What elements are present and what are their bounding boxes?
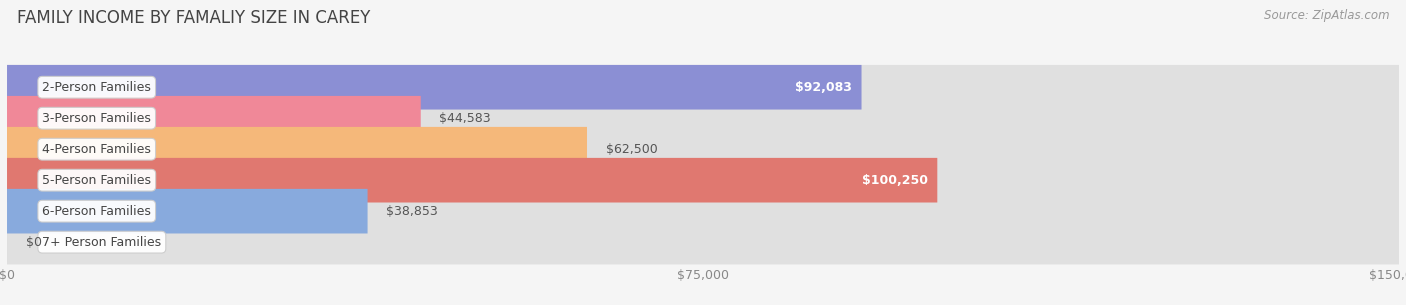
Text: 6-Person Families: 6-Person Families [42,205,152,218]
Text: 3-Person Families: 3-Person Families [42,112,152,125]
Text: $62,500: $62,500 [606,143,658,156]
FancyBboxPatch shape [7,127,1399,171]
Text: $38,853: $38,853 [387,205,437,218]
FancyBboxPatch shape [7,65,862,109]
Text: FAMILY INCOME BY FAMALIY SIZE IN CAREY: FAMILY INCOME BY FAMALIY SIZE IN CAREY [17,9,370,27]
Text: $0: $0 [25,236,42,249]
Text: 4-Person Families: 4-Person Families [42,143,152,156]
Text: $92,083: $92,083 [796,81,852,94]
Text: 2-Person Families: 2-Person Families [42,81,152,94]
FancyBboxPatch shape [7,96,420,141]
Text: $100,250: $100,250 [862,174,928,187]
FancyBboxPatch shape [7,158,1399,203]
FancyBboxPatch shape [7,158,938,203]
FancyBboxPatch shape [7,96,1399,141]
Text: $44,583: $44,583 [439,112,491,125]
FancyBboxPatch shape [7,189,1399,234]
Text: 5-Person Families: 5-Person Families [42,174,152,187]
FancyBboxPatch shape [7,220,1399,264]
FancyBboxPatch shape [7,65,1399,109]
Text: 7+ Person Families: 7+ Person Families [42,236,162,249]
Text: Source: ZipAtlas.com: Source: ZipAtlas.com [1264,9,1389,22]
FancyBboxPatch shape [7,189,367,234]
FancyBboxPatch shape [7,127,588,171]
